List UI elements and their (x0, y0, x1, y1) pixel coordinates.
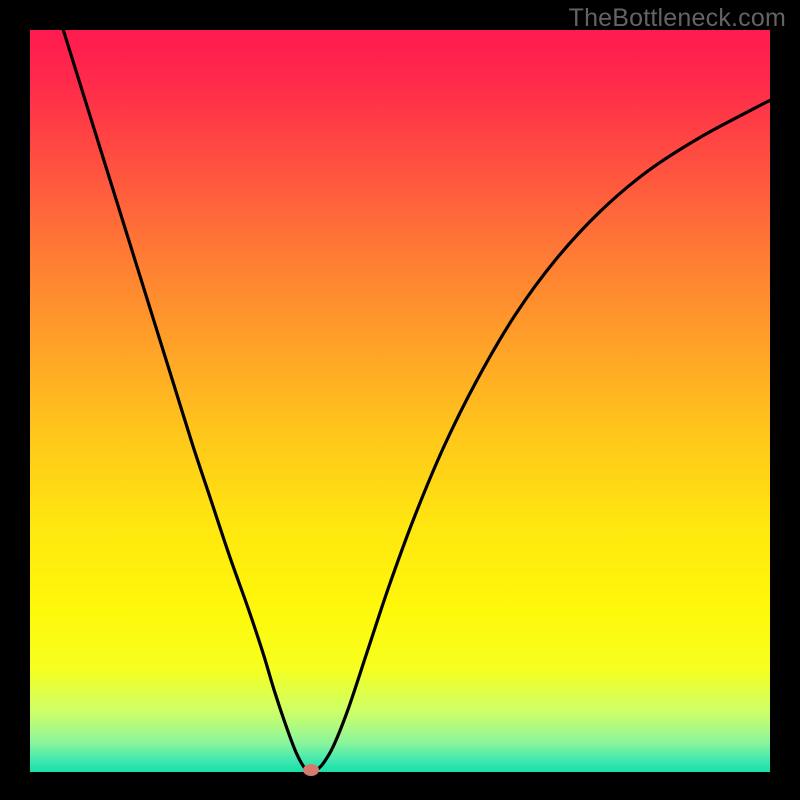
optimal-point-marker (303, 764, 319, 776)
plot-area (30, 30, 770, 772)
bottleneck-curve (30, 30, 770, 772)
chart-frame: TheBottleneck.com (0, 0, 800, 800)
watermark-text: TheBottleneck.com (569, 4, 786, 33)
